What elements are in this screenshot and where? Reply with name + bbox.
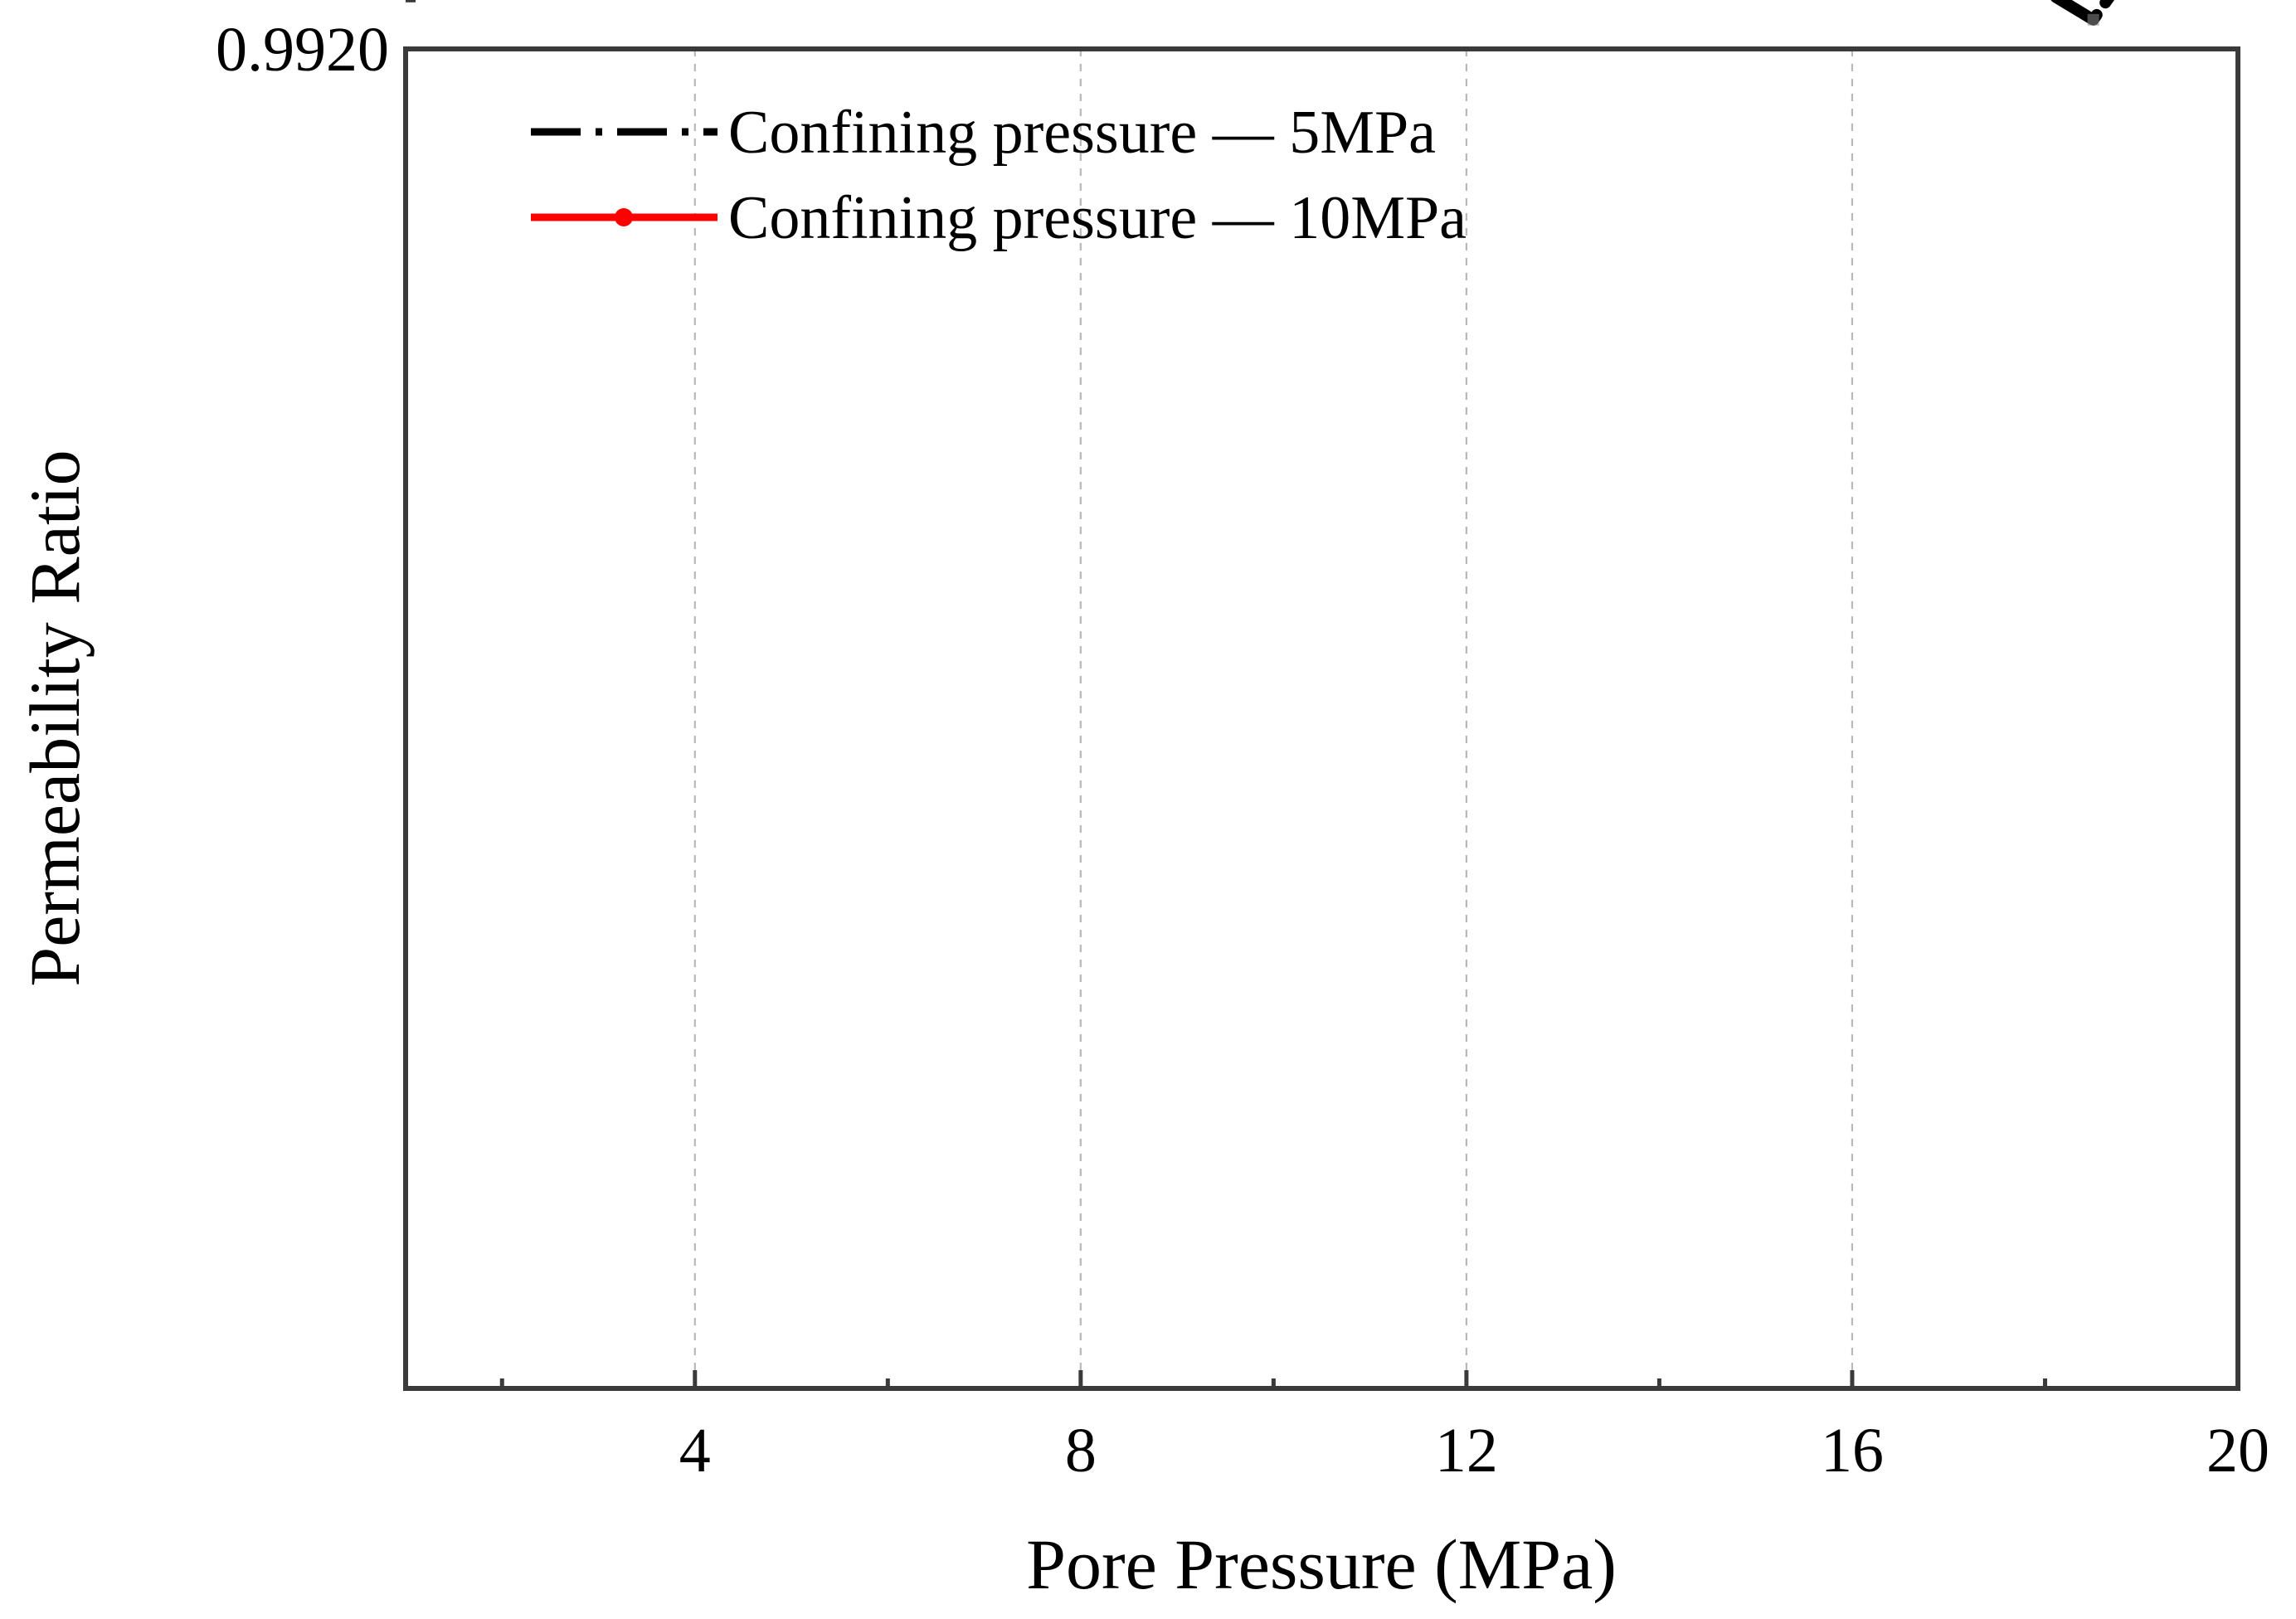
plot-frame [403,46,2240,1391]
x-tick-label: 12 [1435,1416,1498,1485]
tick-labels: 481216200.98950.99000.99050.99100.99150.… [216,15,2269,1485]
plot-series [2049,0,2115,26]
axis-ticks [406,0,2240,1388]
y-tick-label: 0.9920 [216,15,389,85]
x-tick-label: 16 [1821,1416,1884,1485]
x-tick-label: 4 [679,1416,711,1485]
y-axis-title: Permeability Ratio [15,450,95,986]
legend-label-10mpa: Confining pressure — 10MPa [728,184,1467,252]
data-point-5mpa [2087,13,2099,26]
x-tick-label: 8 [1065,1416,1097,1485]
x-tick-label: 20 [2206,1416,2269,1485]
series-line-5mpa [2049,0,2115,26]
x-axis-title: Pore Pressure (MPa) [1026,1524,1617,1604]
legend-marker-10mpa [615,208,633,226]
legend-label-5mpa: Confining pressure — 5MPa [728,99,1436,167]
legend: Confining pressure — 5MPa Confining pres… [531,99,1467,252]
